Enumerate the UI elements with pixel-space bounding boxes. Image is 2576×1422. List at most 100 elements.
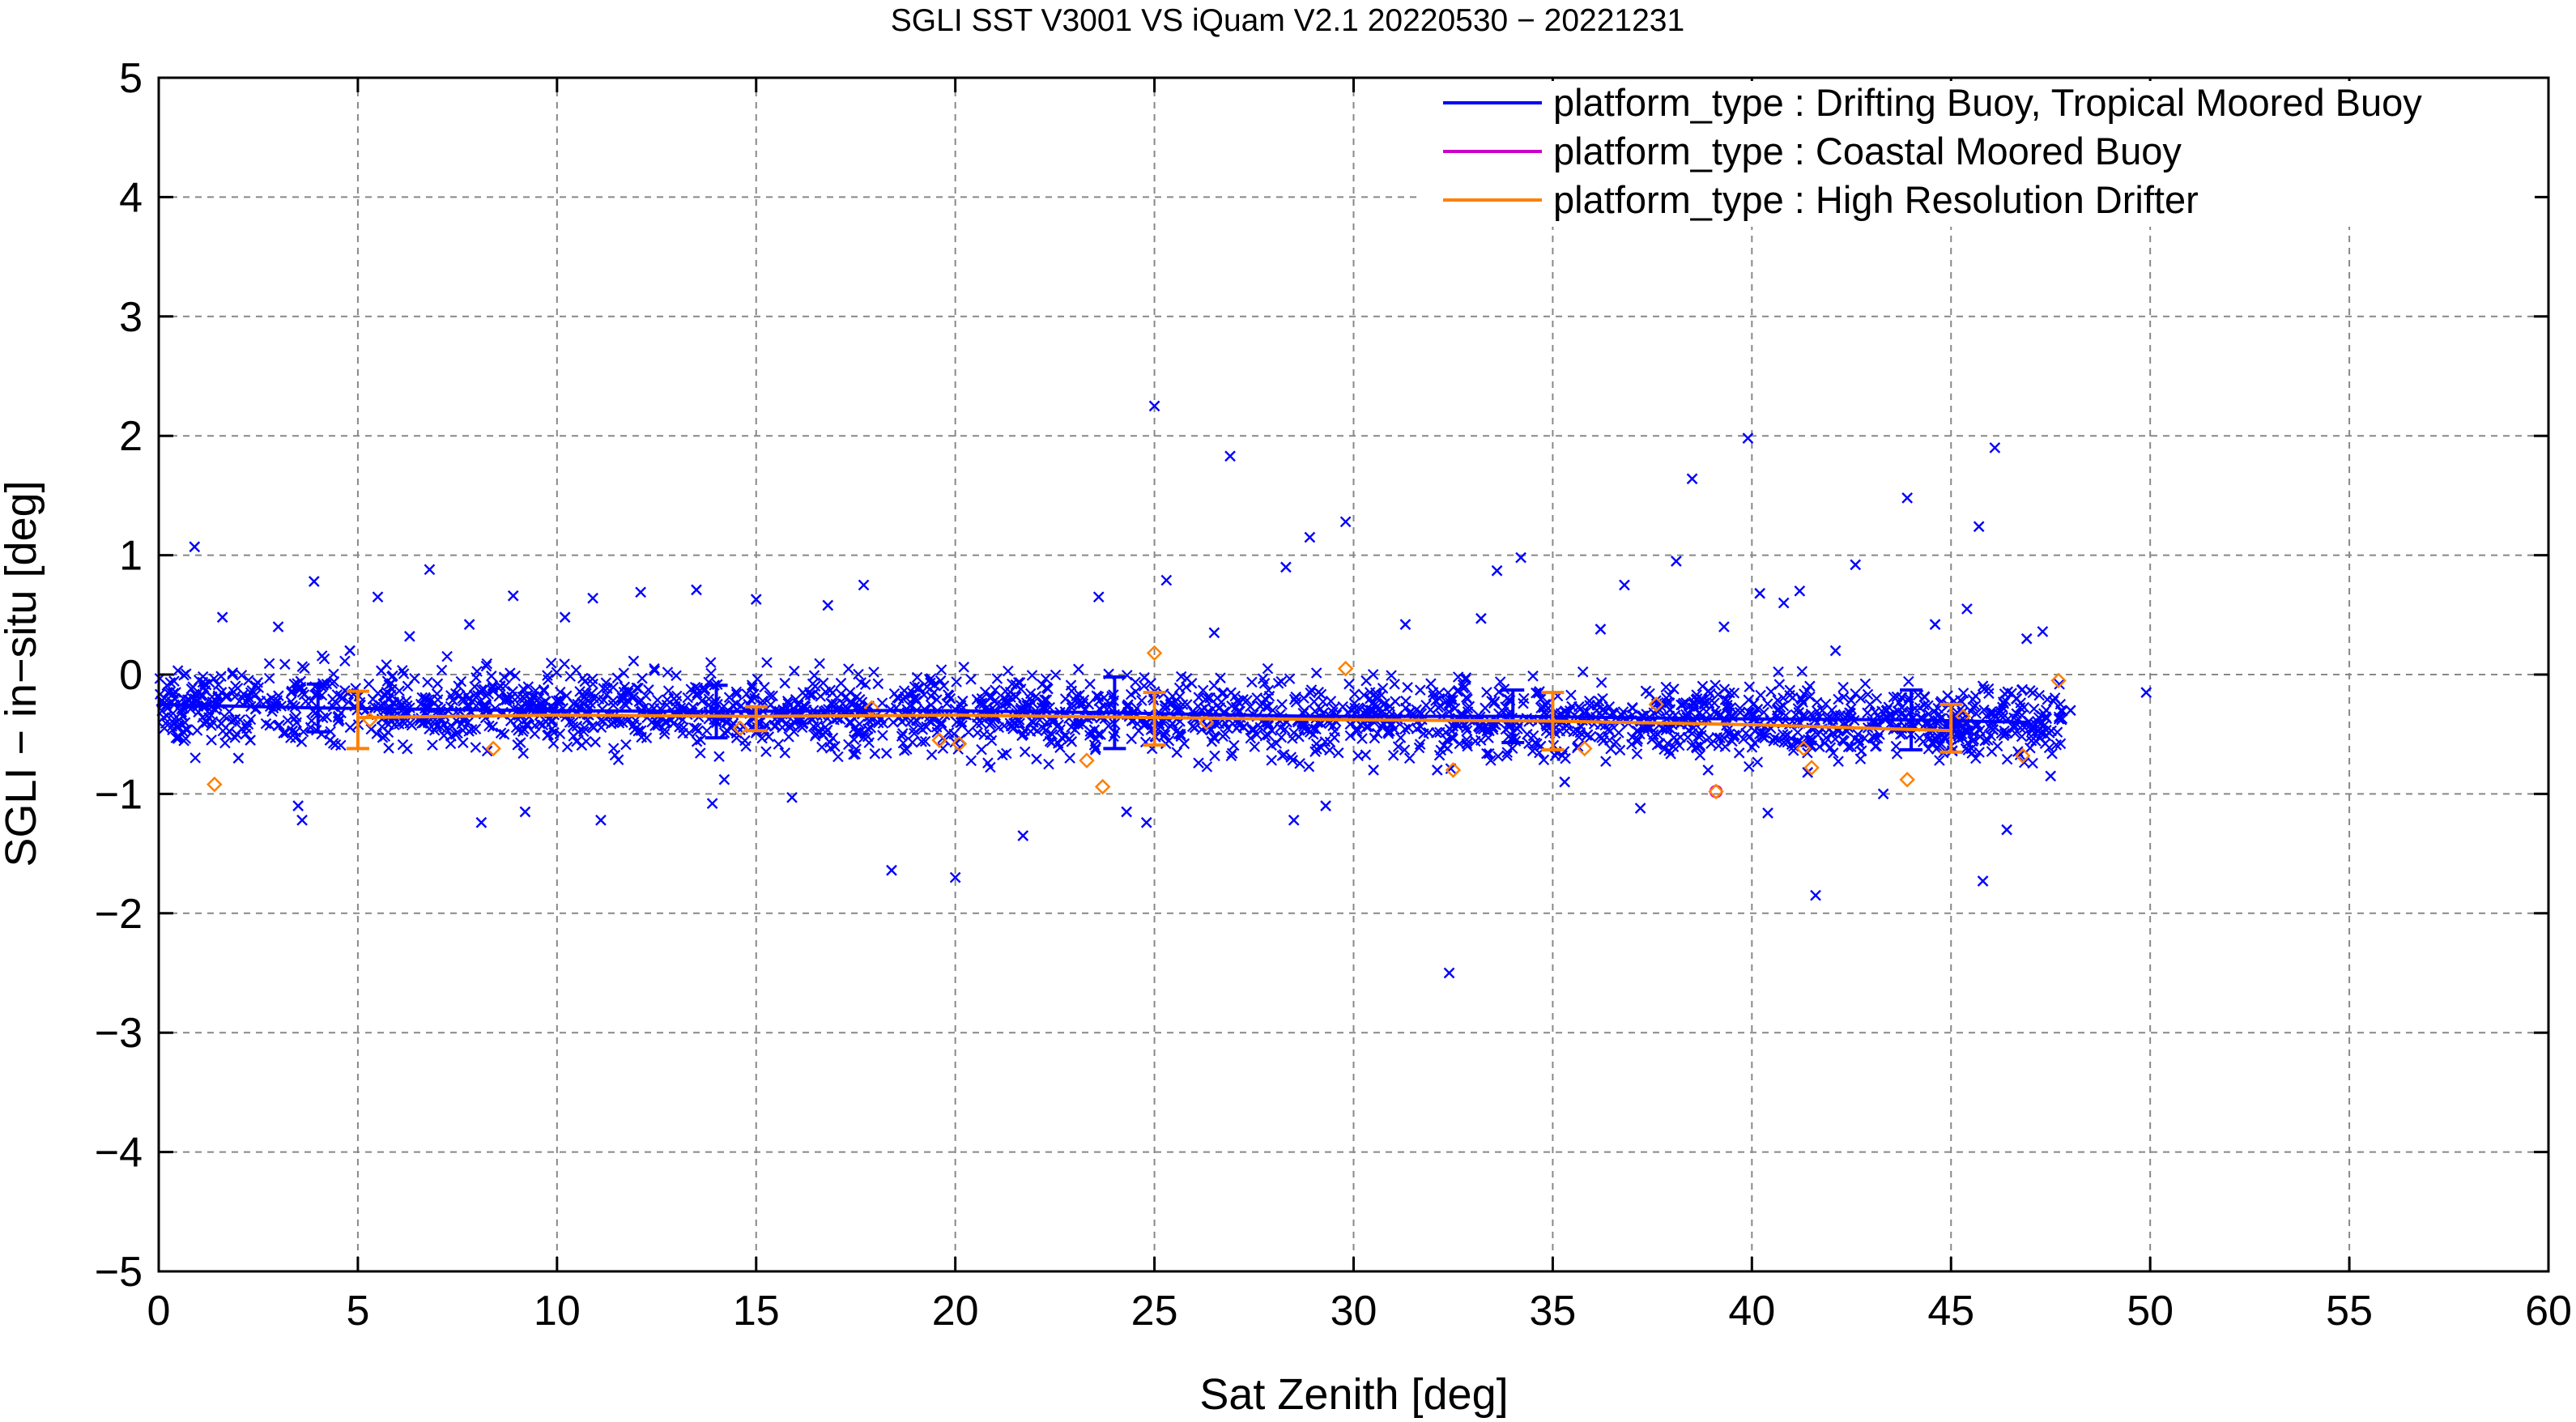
- data-point: [909, 692, 922, 705]
- data-point: [1708, 783, 1724, 800]
- error-bar: [346, 689, 369, 751]
- data-point: [1619, 579, 1630, 591]
- legend-label: platform_type : Coastal Moored Buoy: [1553, 130, 2182, 172]
- y-tick-label: −5: [95, 1249, 143, 1296]
- data-point: [786, 791, 798, 803]
- data-point: [2020, 632, 2033, 645]
- data-point: [1198, 714, 1215, 730]
- data-point: [1977, 875, 1989, 887]
- data-point: [1146, 645, 1163, 662]
- y-tick-label: −2: [95, 891, 143, 938]
- data-point: [931, 732, 947, 748]
- data-point: [1224, 450, 1236, 462]
- legend-label: platform_type : Drifting Buoy, Tropical …: [1553, 81, 2422, 124]
- data-point: [404, 630, 415, 642]
- data-point: [216, 611, 228, 624]
- y-axis-label: SGLI − in−situ [deg]: [0, 480, 45, 866]
- data-point: [732, 720, 748, 737]
- data-point: [1829, 645, 1842, 657]
- data-point: [1491, 564, 1503, 577]
- data-point: [1810, 889, 1821, 901]
- data-point: [1901, 492, 1913, 504]
- data-point: [1973, 521, 1985, 533]
- data-point: [1443, 967, 1455, 979]
- data-point: [2064, 705, 2076, 717]
- data-point: [1208, 627, 1220, 639]
- data-point: [2015, 747, 2031, 764]
- data-point: [168, 692, 181, 705]
- data-point: [1802, 767, 1814, 778]
- y-tick-label: −1: [95, 771, 143, 818]
- data-point: [951, 735, 968, 752]
- data-point: [1778, 597, 1790, 609]
- data-point: [1288, 814, 1300, 826]
- data-point: [1877, 788, 1889, 800]
- x-axis-label: Sat Zenith [deg]: [1199, 1370, 1508, 1419]
- error-bar: [306, 682, 330, 734]
- data-point: [559, 611, 571, 624]
- y-tick-label: 1: [119, 533, 143, 580]
- legend: platform_type : Drifting Buoy, Tropical …: [1417, 81, 2535, 227]
- data-point: [1899, 771, 1915, 788]
- x-tick-label: 5: [346, 1288, 369, 1335]
- data-point: [1092, 591, 1105, 603]
- x-tick-label: 30: [1331, 1288, 1377, 1335]
- data-point: [2050, 672, 2067, 689]
- error-bar: [744, 705, 768, 733]
- data-point: [475, 816, 488, 828]
- x-tick-label: 60: [2525, 1288, 2572, 1335]
- x-tick-label: 55: [2326, 1288, 2373, 1335]
- data-point: [1337, 660, 1354, 677]
- y-tick-label: 3: [119, 294, 143, 341]
- data-point: [1160, 574, 1173, 586]
- x-tick-label: 0: [147, 1288, 171, 1335]
- data-point: [485, 740, 501, 757]
- data-point: [1955, 708, 1971, 725]
- data-point: [1850, 559, 1862, 571]
- data-point: [1559, 776, 1571, 788]
- data-point: [1148, 400, 1160, 412]
- error-bar: [1541, 691, 1565, 751]
- data-point: [1929, 619, 1941, 630]
- data-point: [706, 798, 718, 810]
- y-tick-label: 2: [119, 413, 143, 460]
- data-point: [718, 773, 730, 786]
- data-point: [1648, 696, 1665, 713]
- data-point: [424, 564, 436, 576]
- data-point: [1368, 764, 1379, 776]
- y-tick-label: 0: [119, 652, 143, 699]
- data-point: [587, 592, 598, 604]
- data-point: [207, 776, 223, 793]
- data-point: [1718, 621, 1730, 632]
- data-point: [1121, 806, 1133, 818]
- data-point: [2045, 770, 2057, 782]
- data-point: [324, 734, 336, 746]
- data-point: [1742, 432, 1754, 444]
- error-bar: [1939, 702, 1963, 754]
- legend-label: platform_type : High Resolution Drifter: [1553, 178, 2199, 221]
- data-point: [1634, 803, 1646, 814]
- data-point: [1989, 442, 2001, 453]
- data-point: [519, 806, 531, 818]
- data-point: [177, 710, 189, 722]
- data-point: [822, 599, 834, 611]
- data-point: [1686, 473, 1698, 485]
- data-point: [1576, 740, 1593, 757]
- data-point: [1140, 816, 1152, 828]
- x-tick-label: 35: [1529, 1288, 1576, 1335]
- x-tick-label: 40: [1728, 1288, 1775, 1335]
- chart-title: SGLI SST V3001 VS iQuam V2.1 20220530 − …: [891, 3, 1684, 38]
- data-point: [1431, 764, 1443, 776]
- data-point: [1339, 516, 1352, 528]
- data-point: [308, 576, 320, 587]
- data-point: [296, 814, 308, 826]
- data-point: [201, 717, 212, 728]
- data-point: [1320, 800, 1331, 811]
- data-point: [507, 590, 519, 602]
- x-tick-label: 25: [1131, 1288, 1178, 1335]
- data-point: [1304, 531, 1316, 543]
- data-point: [272, 621, 284, 632]
- data-point: [750, 594, 762, 605]
- error-bar: [1103, 675, 1126, 751]
